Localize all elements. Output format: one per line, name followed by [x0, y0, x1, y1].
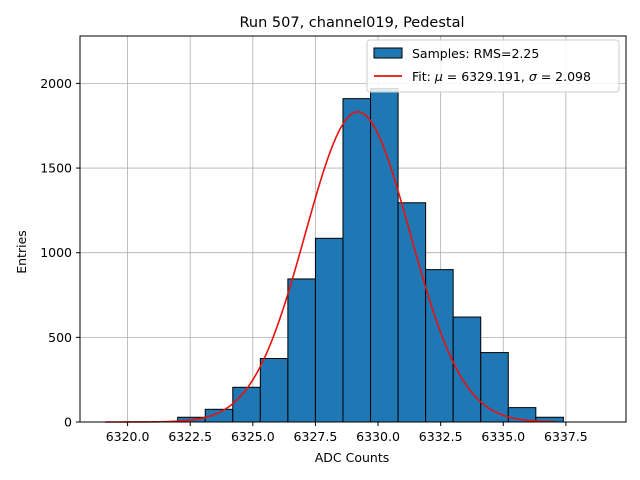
y-axis-label: Entries [14, 230, 29, 274]
legend-fit-sigma-symbol: σ [529, 69, 538, 84]
x-tick-label-4: 6330.0 [356, 429, 400, 444]
x-axis-label: ADC Counts [315, 450, 390, 465]
histogram-bar-4 [287, 278, 316, 423]
y-tick-label-1: 500 [48, 330, 72, 345]
histogram-bar-3 [259, 358, 289, 423]
x-tick-label-1: 6322.5 [168, 429, 212, 444]
x-axis-ticks: 6320.0 6322.5 6325.0 6327.5 6330.0 6332.5 6335… [106, 422, 588, 444]
legend-fit-suffix: = 2.098 [537, 69, 591, 84]
histogram-bar-6 [342, 98, 372, 423]
y-tick-label-0: 0 [64, 415, 72, 430]
histogram-bar-8 [397, 202, 427, 423]
axes-frame [79, 35, 627, 423]
chart-title: Run 507, channel019, Pedestal [239, 15, 464, 31]
y-tick-label-4: 2000 [40, 76, 72, 91]
x-tick-label-2: 6325.0 [231, 429, 275, 444]
y-axis-ticks: 0 500 1000 1500 2000 [40, 76, 80, 430]
legend-label-fit: Fit: μ = 6329.191, σ = 2.098 [412, 69, 591, 84]
histogram-bar-5 [314, 237, 344, 423]
legend-fit-prefix: Fit: [412, 69, 435, 84]
histogram-bar-11 [480, 352, 509, 423]
legend-box [366, 39, 620, 93]
x-tick-label-6: 6335.0 [481, 429, 525, 444]
histogram-bar-2 [232, 386, 261, 423]
fit-curve-group [105, 111, 556, 423]
histogram-bar-7 [370, 87, 399, 423]
y-tick-label-3: 1500 [40, 161, 72, 176]
x-tick-label-3: 6327.5 [294, 429, 338, 444]
legend-fit-mu-symbol: μ [434, 69, 443, 84]
y-tick-label-2: 1000 [40, 245, 72, 260]
fit-curve [105, 111, 556, 423]
x-tick-label-0: 6320.0 [106, 429, 150, 444]
histogram-bars [177, 87, 564, 423]
histogram-bar-10 [452, 316, 482, 423]
x-tick-label-7: 6337.5 [544, 429, 588, 444]
legend: Samples: RMS=2.25 Fit: μ = 6329.191, σ =… [366, 39, 620, 93]
histogram-bar-9 [425, 269, 454, 423]
legend-fit-mid: = 6329.191, [443, 69, 529, 84]
legend-label-samples: Samples: RMS=2.25 [412, 46, 539, 61]
legend-patch-samples [373, 47, 403, 59]
x-tick-label-5: 6332.5 [419, 429, 463, 444]
